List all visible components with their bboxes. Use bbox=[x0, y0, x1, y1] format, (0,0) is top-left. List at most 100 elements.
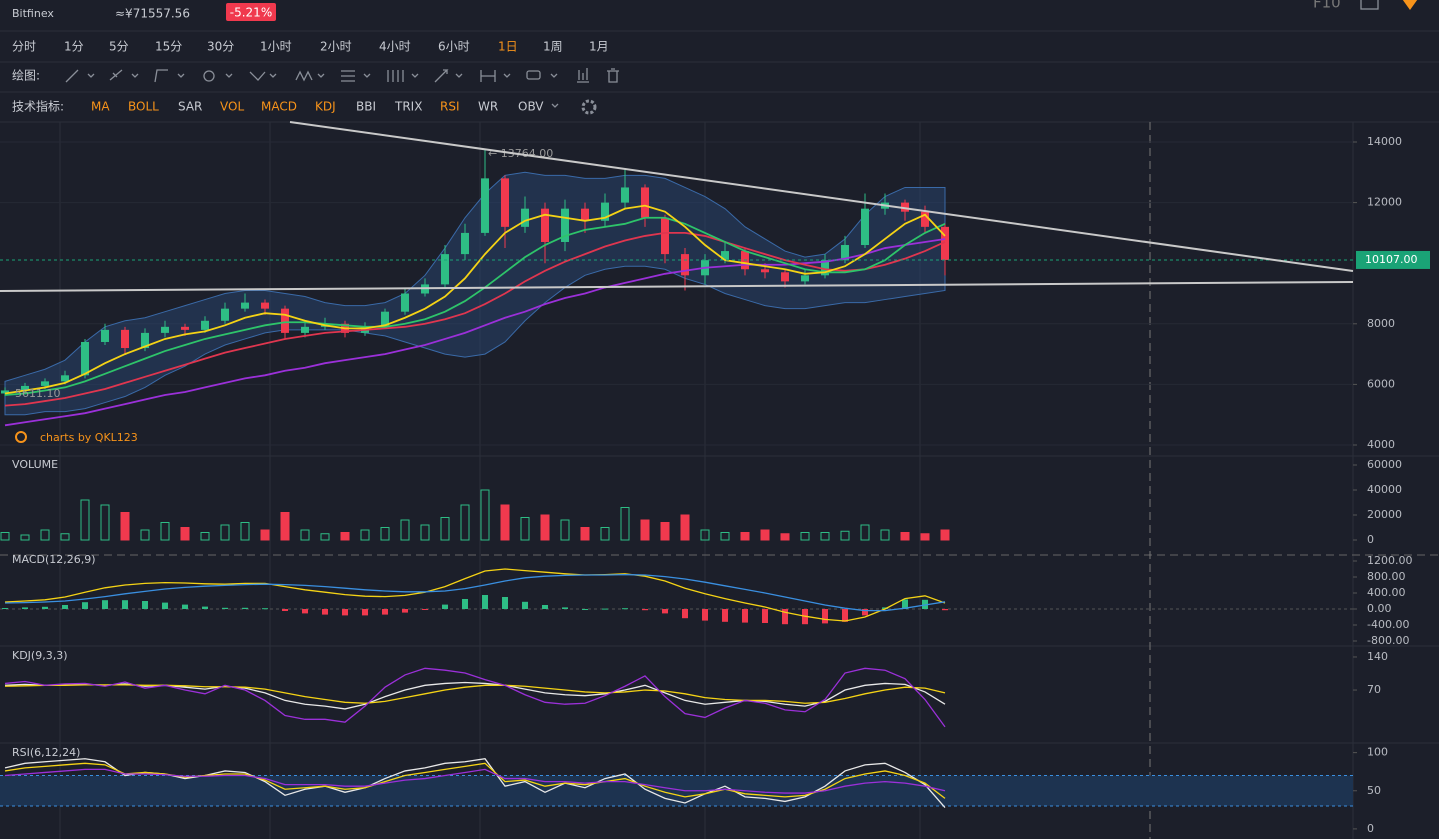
indicator[interactable]: WR bbox=[478, 100, 498, 114]
candle-body bbox=[681, 254, 689, 276]
volume-bar bbox=[280, 512, 290, 541]
timeframe[interactable]: 1分 bbox=[64, 40, 84, 54]
volume-bar bbox=[40, 529, 50, 541]
macd-bar bbox=[462, 599, 468, 609]
candle-body bbox=[621, 187, 629, 203]
panel-frame bbox=[0, 122, 1439, 839]
watermark: charts by QKL123 bbox=[40, 431, 138, 444]
candle-body bbox=[801, 275, 809, 282]
timeframe[interactable]: 1日 bbox=[498, 40, 518, 54]
y-tick-label: 0 bbox=[1367, 822, 1374, 835]
volume-bar bbox=[0, 532, 10, 541]
y-tick-label: 140 bbox=[1367, 650, 1388, 663]
timeframe[interactable]: 分时 bbox=[12, 40, 36, 54]
change: -5.21% bbox=[230, 6, 272, 20]
macd-bar bbox=[522, 601, 528, 609]
timeframe[interactable]: 5分 bbox=[109, 40, 129, 54]
macd-bar bbox=[202, 606, 208, 609]
timeframe[interactable]: 30分 bbox=[207, 40, 234, 54]
y-tick-label: -400.00 bbox=[1367, 618, 1409, 631]
candle-body bbox=[381, 311, 389, 327]
volume-bar bbox=[900, 532, 910, 541]
volume-bar bbox=[680, 514, 690, 541]
candle-body bbox=[141, 332, 149, 349]
volume-bar bbox=[820, 532, 830, 541]
indicator[interactable]: SAR bbox=[178, 100, 202, 114]
macd-bar bbox=[2, 608, 8, 609]
candle-body bbox=[281, 308, 289, 333]
macd-bar bbox=[862, 609, 868, 616]
macd-bar bbox=[842, 609, 848, 622]
last-price-tag bbox=[1356, 250, 1430, 269]
indicator[interactable]: MA bbox=[91, 100, 110, 114]
y-tick-label: 6000 bbox=[1367, 377, 1395, 390]
timeframe[interactable]: 1周 bbox=[543, 40, 563, 54]
macd-bar bbox=[822, 609, 828, 624]
timeframe[interactable]: 1小时 bbox=[260, 40, 292, 54]
macd-bar bbox=[222, 607, 228, 609]
line bbox=[4, 204, 946, 395]
candle-body bbox=[581, 208, 589, 221]
volume-bar bbox=[320, 533, 330, 541]
candle-body bbox=[481, 178, 489, 233]
candle-body bbox=[841, 245, 849, 261]
volume-bar bbox=[580, 527, 590, 541]
candle-body bbox=[821, 260, 829, 276]
drawing-tools[interactable] bbox=[65, 68, 619, 83]
trend-line[interactable] bbox=[289, 121, 1354, 272]
candle-body bbox=[541, 208, 549, 242]
f10[interactable]: F10 bbox=[1313, 0, 1341, 12]
timeframe[interactable]: 4小时 bbox=[379, 40, 411, 54]
volume-bar bbox=[800, 532, 810, 541]
trend-line[interactable] bbox=[0, 281, 1354, 292]
settings-icon[interactable] bbox=[581, 99, 597, 115]
macd-bar bbox=[662, 609, 668, 614]
candle-body bbox=[721, 251, 729, 261]
star-icon[interactable] bbox=[1400, 0, 1420, 10]
y-tick-label: 40000 bbox=[1367, 483, 1402, 496]
macd-bar bbox=[62, 605, 68, 609]
candle-body bbox=[861, 208, 869, 246]
indicator[interactable]: BBI bbox=[356, 100, 376, 114]
macd-bar bbox=[362, 609, 368, 616]
drawing-label: 绘图: bbox=[12, 68, 40, 83]
panel-title: RSI(6,12,24) bbox=[12, 746, 80, 759]
timeframe[interactable]: 2小时 bbox=[320, 40, 352, 54]
candle-body bbox=[161, 326, 169, 333]
macd-bar bbox=[622, 608, 628, 610]
indicator[interactable]: TRIX bbox=[394, 100, 422, 114]
timeframe[interactable]: 6小时 bbox=[438, 40, 470, 54]
candle-body bbox=[101, 329, 109, 342]
indicator[interactable]: MACD bbox=[261, 100, 297, 114]
timeframe[interactable]: 1月 bbox=[589, 40, 609, 54]
macd-bar bbox=[22, 607, 28, 609]
indicator[interactable]: BOLL bbox=[128, 100, 159, 114]
indicator[interactable]: VOL bbox=[220, 100, 244, 114]
macd-bar bbox=[562, 607, 568, 609]
candle-body bbox=[41, 381, 49, 386]
timeframe[interactable]: 15分 bbox=[155, 40, 182, 54]
y-tick-label: 400.00 bbox=[1367, 586, 1406, 599]
volume-bar bbox=[120, 512, 130, 541]
indicator[interactable]: RSI bbox=[440, 100, 460, 114]
volume-bar bbox=[220, 524, 230, 541]
volume-bar bbox=[60, 533, 70, 541]
volume-bar bbox=[740, 532, 750, 541]
line bbox=[4, 216, 946, 396]
share-icon[interactable] bbox=[1360, 0, 1379, 10]
volume-bar bbox=[380, 527, 390, 541]
exchange: Bitfinex bbox=[12, 7, 54, 20]
macd-bar bbox=[162, 602, 168, 609]
macd-bar bbox=[42, 606, 48, 609]
candle-body bbox=[461, 232, 469, 255]
indicator[interactable]: KDJ bbox=[315, 100, 336, 114]
macd-bar bbox=[282, 609, 288, 611]
obv-dropdown[interactable] bbox=[551, 103, 559, 108]
macd-bar bbox=[882, 607, 888, 609]
volume-bar bbox=[360, 529, 370, 541]
volume-bar bbox=[180, 527, 190, 541]
indicator[interactable]: OBV bbox=[518, 100, 544, 114]
y-tick-label: 800.00 bbox=[1367, 570, 1406, 583]
